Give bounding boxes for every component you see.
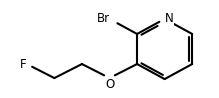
Text: F: F xyxy=(20,58,27,71)
Text: O: O xyxy=(105,78,114,91)
Text: Br: Br xyxy=(96,12,110,25)
Text: N: N xyxy=(165,12,173,25)
